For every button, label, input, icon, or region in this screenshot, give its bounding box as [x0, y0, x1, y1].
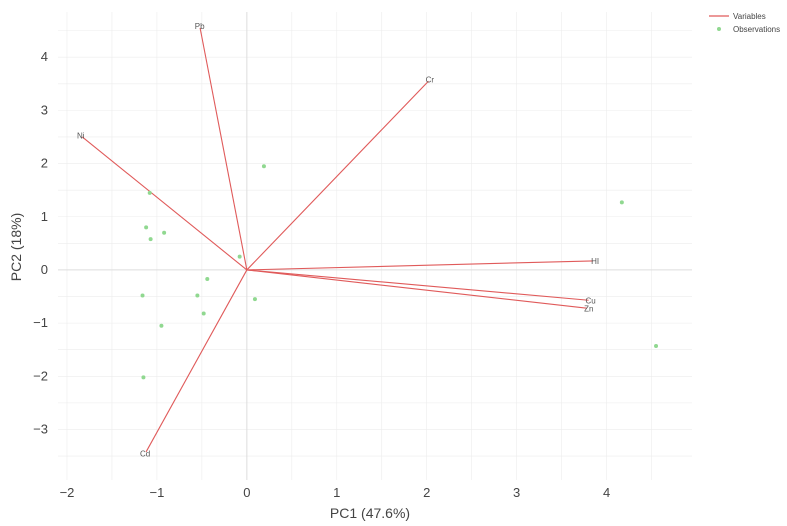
observation-point — [147, 190, 152, 195]
legend-observations-label: Observations — [733, 25, 780, 34]
y-tick-label: 2 — [41, 156, 48, 171]
observation-point — [252, 297, 257, 302]
variable-vector-cr — [246, 80, 429, 271]
x-axis-ticks: −2 −1 0 1 2 3 4 — [60, 485, 611, 500]
observation-point — [195, 293, 200, 298]
observation-point — [162, 230, 167, 235]
x-tick-label: −1 — [150, 485, 165, 500]
observation-point — [201, 311, 206, 316]
y-tick-label: 4 — [41, 49, 48, 64]
x-tick-label: −2 — [60, 485, 75, 500]
variable-label-zn: Zn — [584, 304, 593, 313]
variable-vector-hi — [246, 260, 594, 271]
observation-point — [261, 164, 266, 169]
x-tick-label: 1 — [333, 485, 340, 500]
x-axis-title: PC1 (47.6%) — [330, 505, 410, 521]
x-tick-label: 2 — [423, 485, 430, 500]
y-tick-label: −1 — [33, 315, 48, 330]
legend-variables-label: Variables — [733, 12, 766, 21]
y-tick-label: −2 — [33, 368, 48, 383]
variable-label-hi: HI — [591, 257, 599, 266]
variable-label-ni: Ni — [77, 132, 85, 141]
observation-points — [140, 164, 659, 380]
observation-point — [205, 276, 210, 281]
grid — [58, 12, 692, 480]
observation-point — [144, 225, 149, 230]
observation-point — [148, 237, 153, 242]
y-axis-ticks: −3 −2 −1 0 1 2 3 4 — [33, 49, 48, 436]
y-tick-label: 3 — [41, 102, 48, 117]
observation-point — [159, 323, 164, 328]
x-tick-label: 0 — [243, 485, 250, 500]
observation-point — [619, 200, 624, 205]
variable-vector-ni — [81, 136, 248, 271]
variable-vector-zn — [246, 269, 587, 309]
variable-vector-cd — [145, 269, 248, 453]
variable-vector-pb — [199, 27, 248, 271]
legend: Variables Observations — [709, 12, 780, 34]
variable-vector-cu — [246, 269, 589, 301]
variable-vectors — [81, 27, 594, 453]
variable-label-pb: Pb — [195, 22, 205, 31]
observation-point — [237, 254, 242, 259]
y-axis-title: PC2 (18%) — [8, 213, 24, 281]
x-tick-label: 4 — [603, 485, 610, 500]
observation-point — [141, 375, 146, 380]
y-tick-label: −3 — [33, 421, 48, 436]
observation-point — [140, 293, 145, 298]
zero-lines — [58, 12, 692, 480]
legend-observations-swatch — [717, 27, 721, 31]
y-tick-label: 1 — [41, 209, 48, 224]
variable-label-cd: Cd — [140, 450, 150, 459]
y-tick-label: 0 — [41, 262, 48, 277]
variable-label-cr: Cr — [426, 76, 435, 85]
observation-point — [654, 343, 659, 348]
variable-label-cu: Cu — [585, 296, 595, 305]
x-tick-label: 3 — [513, 485, 520, 500]
